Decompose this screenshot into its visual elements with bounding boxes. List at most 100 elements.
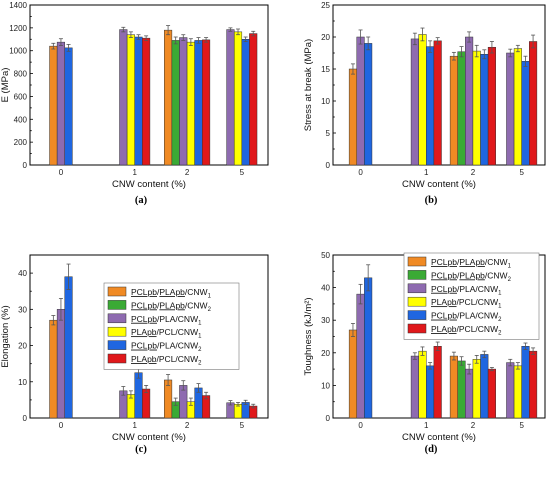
bar-s3 (410, 355, 419, 419)
bar-s5 (426, 46, 435, 166)
x-tick-label: 2 (471, 168, 476, 177)
panel-caption: (b) (425, 195, 438, 206)
x-tick-label: 2 (185, 421, 190, 430)
bar-s4 (233, 31, 243, 166)
bar-s1 (449, 355, 458, 419)
legend-underlined: PLApb (459, 257, 485, 267)
legend-subscript: 2 (508, 277, 512, 283)
bar-s1 (348, 68, 358, 166)
y-tick-label: 30 (18, 305, 27, 314)
bar-s4 (418, 34, 427, 166)
legend-rest: /PCL/CNW (157, 354, 199, 364)
x-axis-label: CNW content (%) (402, 179, 476, 190)
legend-swatch-s1 (107, 286, 127, 297)
y-tick-label: 600 (14, 92, 28, 101)
legend-entry-s6: PLApb/PCL/CNW2 (131, 354, 202, 367)
y-tick-label: 15 (321, 65, 330, 74)
legend-swatch-s3 (407, 283, 427, 294)
bar-s4 (126, 34, 135, 166)
y-tick-label: 1400 (9, 1, 27, 10)
y-axis-label: Elongation (%) (0, 305, 11, 367)
y-tick-label: 1000 (9, 47, 27, 56)
legend-entry-s1: PCLpb/PLApb/CNW1 (431, 257, 512, 270)
bar-s5 (241, 39, 250, 166)
bar-s5 (480, 354, 489, 419)
legend-underlined: PCLpb (431, 257, 457, 267)
x-tick-label: 2 (185, 168, 190, 177)
bar-s5 (134, 372, 143, 419)
legend: PCLpb/PLApb/CNW1PCLpb/PLApb/CNW2PCLpb/PL… (103, 282, 240, 370)
bar-s5 (426, 365, 435, 419)
x-tick-label: 0 (358, 421, 363, 430)
bar-s2 (171, 40, 180, 166)
bar-s3 (506, 52, 515, 166)
legend-subscript: 1 (198, 320, 202, 326)
legend-swatch-s5 (107, 340, 127, 350)
legend-swatch-s6 (407, 323, 427, 334)
legend-underlined: PCLpb (431, 311, 457, 321)
y-axis-label: E (MPa) (0, 68, 11, 103)
bar-s3 (410, 38, 419, 166)
legend-subscript: 1 (198, 334, 202, 340)
legend-underlined: PCLpb (131, 287, 157, 297)
legend-entry-s3: PCLpb/PLA/CNW1 (131, 314, 202, 327)
legend-sep: / (157, 300, 160, 310)
legend-rest: /PCL/CNW (457, 297, 499, 307)
legend-subscript: 1 (498, 304, 502, 310)
legend-sep: / (457, 270, 460, 280)
bar-s3 (226, 29, 235, 166)
legend-entry-s5: PCLpb/PLA/CNW2 (131, 341, 202, 354)
legend: PCLpb/PLApb/CNW1PCLpb/PLApb/CNW2PCLpb/PL… (403, 252, 540, 340)
y-tick-label: 1200 (9, 24, 27, 33)
y-tick-label: 40 (321, 284, 330, 293)
bar-s3 (56, 41, 65, 166)
bar-s5 (64, 47, 73, 166)
legend-swatch-s6 (107, 353, 127, 364)
legend-underlined: PLApb (431, 324, 457, 334)
y-tick-label: 0 (23, 414, 28, 423)
bar-s1 (49, 319, 58, 419)
panel-caption: (a) (135, 195, 148, 206)
bar-s5 (480, 54, 489, 166)
bar-s4 (513, 48, 522, 166)
bar-s5 (194, 40, 203, 166)
x-tick-label: 5 (240, 168, 245, 177)
legend-entry-s2: PCLpb/PLApb/CNW2 (131, 300, 212, 313)
chart-panel-c: 0 10 20 30 40 0 1 2 5 CNW content (%) Elongation (… (0, 254, 269, 455)
legend-underlined: PCLpb (431, 284, 457, 294)
legend-swatch-s1 (407, 256, 427, 267)
bar-s3 (179, 37, 188, 166)
bar-s4 (472, 359, 481, 419)
legend-subscript: 1 (508, 264, 512, 270)
legend-box (403, 252, 540, 340)
y-tick-label: 30 (321, 316, 330, 325)
bar-s5 (134, 36, 143, 166)
legend-sep: / (157, 287, 160, 297)
x-tick-label: 0 (59, 168, 64, 177)
legend-entry-s1: PCLpb/PLApb/CNW1 (131, 287, 212, 300)
legend-underlined: PCLpb (131, 314, 157, 324)
legend-entry-s4: PLApb/PCL/CNW1 (431, 297, 502, 310)
legend-rest: /PLA/CNW (157, 314, 198, 324)
bar-s3 (356, 293, 365, 419)
legend-entry-s2: PCLpb/PLApb/CNW2 (431, 270, 512, 283)
bar-s6 (529, 350, 538, 419)
legend-swatch-s2 (407, 270, 427, 280)
legend-rest: /CNW (485, 270, 508, 280)
bar-s1 (164, 29, 173, 166)
bar-s6 (529, 41, 538, 166)
bar-s5 (521, 61, 530, 166)
legend-underlined: PCLpb (431, 270, 457, 280)
y-tick-label: 0 (23, 161, 28, 170)
bar-s3 (506, 362, 515, 419)
y-tick-label: 20 (18, 342, 27, 351)
bar-s6 (202, 39, 211, 166)
y-tick-label: 400 (14, 115, 28, 124)
x-tick-label: 1 (132, 421, 137, 430)
y-tick-label: 200 (14, 138, 28, 147)
legend-underlined: PLApb (459, 270, 485, 280)
x-axis-label: CNW content (%) (112, 432, 186, 443)
panel-caption: (c) (135, 444, 147, 455)
bar-s3 (119, 29, 128, 166)
